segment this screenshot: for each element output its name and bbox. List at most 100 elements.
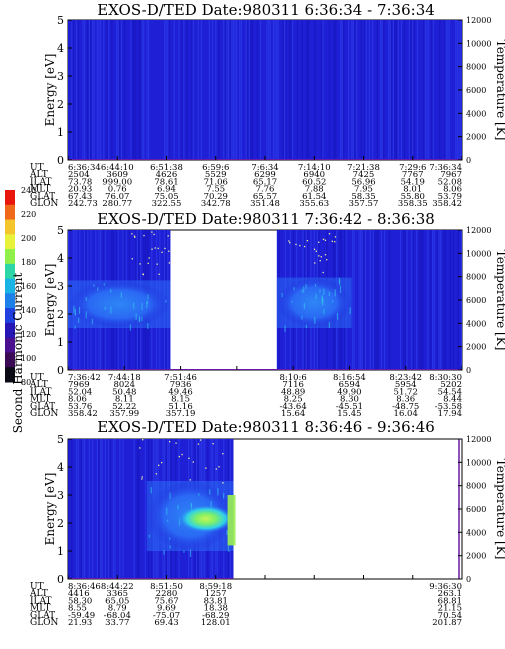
- table-row-label: ALT: [29, 380, 48, 390]
- plasma-streak: [74, 313, 77, 316]
- stripe: [98, 20, 100, 160]
- plasma-streak: [209, 489, 211, 495]
- plasma-streak: [133, 302, 135, 309]
- plasma-streak: [314, 283, 317, 287]
- stripe: [260, 20, 262, 160]
- table-cell: 8024: [113, 380, 135, 390]
- plasma-streak: [146, 300, 148, 308]
- speckle: [139, 263, 141, 265]
- plasma-hot-edge: [227, 495, 236, 546]
- table-row-label: GLAT: [30, 192, 55, 202]
- stripe: [168, 20, 170, 160]
- speckle: [306, 239, 309, 242]
- speckle: [168, 250, 170, 252]
- table-cell: 8:59:18: [199, 582, 232, 592]
- plasma-streak: [167, 519, 169, 522]
- stripe: [124, 20, 126, 160]
- stripe: [427, 230, 429, 370]
- plasma-streak: [146, 301, 149, 304]
- plasma-streak: [110, 306, 112, 314]
- table-cell: 9.69: [157, 604, 176, 614]
- table-cell: 56.96: [351, 177, 375, 187]
- table-cell: 7:21:38: [347, 163, 380, 173]
- table-cell: 21.15: [438, 604, 462, 614]
- stripe: [388, 230, 391, 370]
- table-cell: 355.63: [299, 199, 329, 209]
- colorbar: 240 220 200 180 160 140 120 100 80 Second Harmon…: [5, 186, 36, 433]
- speckle: [299, 244, 301, 247]
- stripe: [200, 20, 202, 160]
- stripe: [400, 230, 402, 370]
- table-cell: 20.93: [68, 185, 92, 195]
- speckle: [151, 231, 153, 233]
- colorbar-cell-4: [5, 249, 15, 265]
- table-cell: 75.67: [154, 596, 178, 606]
- stripe: [341, 20, 343, 160]
- table-cell: 6:59:6: [202, 163, 229, 173]
- stripe: [340, 20, 342, 160]
- stripe: [226, 20, 228, 160]
- speckle: [158, 273, 160, 275]
- stripe: [431, 20, 433, 160]
- stripe: [178, 20, 180, 160]
- table-cell: 73.78: [68, 177, 92, 187]
- stripe: [100, 439, 102, 579]
- stripe: [285, 20, 287, 160]
- table-cell: 8.30: [340, 395, 359, 405]
- speckle: [142, 273, 145, 276]
- colorbar-cell-2: [5, 219, 15, 235]
- stripe: [360, 20, 362, 160]
- stripe: [292, 20, 294, 160]
- plasma-streak: [334, 289, 336, 297]
- y2-tick-label: 8000: [466, 482, 486, 491]
- stripe: [352, 20, 354, 160]
- colorbar-tick: 240: [21, 186, 36, 195]
- table-cell: 7.76: [256, 185, 275, 195]
- y-tick-label: 1: [57, 545, 64, 558]
- stripe: [360, 230, 362, 370]
- plasma-streak: [305, 324, 307, 329]
- speckle: [147, 262, 149, 264]
- table-cell: 8:36:46: [68, 582, 101, 592]
- stripe: [438, 230, 440, 370]
- table-cell: 54.54: [438, 387, 462, 397]
- stripe: [396, 20, 398, 160]
- table-cell: -53.58: [435, 402, 462, 412]
- plasma-streak: [97, 287, 99, 291]
- speckle: [175, 442, 177, 444]
- y2-tick-label: 0: [466, 366, 471, 375]
- y2-tick-label: 6000: [466, 505, 486, 514]
- stripe: [72, 20, 74, 160]
- y-tick-label: 0: [57, 573, 64, 586]
- stripe: [266, 20, 268, 160]
- colorbar-cell-3: [5, 234, 15, 250]
- table-cell: 5529: [205, 170, 227, 180]
- speckle: [199, 439, 202, 441]
- stripe: [397, 20, 399, 160]
- stripe: [231, 20, 233, 160]
- table-cell: 2504: [68, 170, 90, 180]
- plasma-streak: [319, 289, 321, 293]
- plasma-streak: [78, 306, 81, 315]
- speckle: [158, 464, 160, 467]
- stripe: [122, 439, 124, 579]
- table-cell: 76.07: [105, 192, 129, 202]
- panel-1-y2label: Temperature [K]: [494, 40, 505, 141]
- speckle: [324, 239, 327, 241]
- stripe: [353, 230, 355, 370]
- stripe: [411, 230, 413, 370]
- table-cell: 7:44:18: [108, 373, 141, 383]
- stripe: [365, 20, 367, 160]
- stripe: [272, 20, 274, 160]
- speckle: [212, 442, 214, 445]
- plasma-streak: [147, 323, 149, 329]
- stripe: [404, 230, 407, 370]
- stripe: [181, 20, 183, 160]
- panel-3-spectrogram: [68, 439, 460, 579]
- plasma-blob: [68, 280, 171, 329]
- table-cell: 49.90: [337, 387, 361, 397]
- table-cell: 351.48: [250, 199, 280, 209]
- plasma-streak: [91, 318, 94, 325]
